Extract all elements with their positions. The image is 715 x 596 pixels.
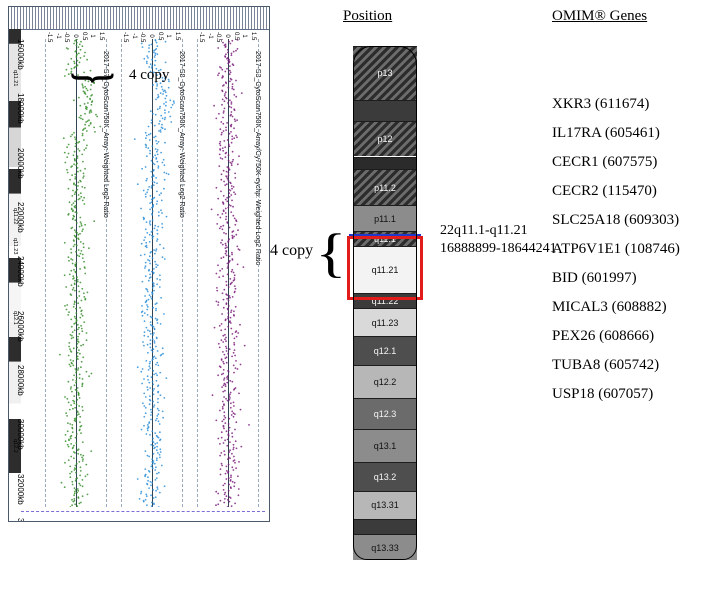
region-annotation-line2: 16888899-18644241 xyxy=(440,240,557,258)
band-blank xyxy=(353,519,417,534)
scatter-svg xyxy=(46,39,106,507)
genomic-tick: 30000kb xyxy=(16,419,25,450)
side-ideogram-label: q11.21 xyxy=(12,70,18,82)
band-q12.1: q12.1 xyxy=(353,336,417,364)
region-annotation: 22q11.1-q11.21 16888899-18644241 xyxy=(440,222,557,258)
track-3 xyxy=(197,39,259,507)
gene-entry: PEX26 (608666) xyxy=(552,329,710,344)
genomic-tick: 16000kb xyxy=(16,39,25,70)
band-label: p12 xyxy=(377,134,392,144)
band-label: q13.2 xyxy=(374,472,397,482)
band-label: p11.2 xyxy=(374,183,396,193)
four-copy-label-large: 4 copy xyxy=(270,242,313,260)
genes-panel: OMIM® Genes XKR3 (611674) IL17RA (605461)… xyxy=(552,8,710,416)
genes-heading: OMIM® Genes xyxy=(552,8,710,25)
band-label: p13 xyxy=(377,68,392,78)
dashed-bottom-line xyxy=(21,511,265,512)
band-blank xyxy=(353,100,417,121)
band-label: q11.23 xyxy=(372,318,399,328)
gene-entry: XKR3 (611674) xyxy=(552,97,710,112)
figure-stage: q11.21q11.22q11.23q12.1q12.2 16000kb1800… xyxy=(0,0,715,596)
genomic-tick: 22000kb xyxy=(16,202,25,233)
genomic-tick: 20000kb xyxy=(16,148,25,179)
band-p13: p13 xyxy=(353,46,417,100)
scatter-svg xyxy=(198,39,258,507)
region-annotation-line1: 22q11.1-q11.21 xyxy=(440,222,557,240)
band-q11.23: q11.23 xyxy=(353,308,417,336)
band-label: q13.31 xyxy=(371,500,399,510)
gene-entry: CECR2 (115470) xyxy=(552,184,710,199)
band-q13.2: q13.2 xyxy=(353,462,417,490)
gene-entry: IL17RA (605461) xyxy=(552,126,710,141)
genomic-tick: 34000kb xyxy=(16,518,25,522)
side-ideogram-label: q11.23 xyxy=(12,238,18,250)
four-copy-label-small: 4 copy xyxy=(129,67,169,84)
gene-entry: BID (601997) xyxy=(552,271,710,286)
ideogram-heading: Position xyxy=(343,8,392,25)
band-label: q12.3 xyxy=(374,409,397,419)
genes-list: XKR3 (611674) IL17RA (605461) CECR1 (60757… xyxy=(552,97,710,402)
four-copy-brace-large: { xyxy=(315,226,346,280)
band-p12: p12 xyxy=(353,121,417,157)
band-q13.1: q13.1 xyxy=(353,429,417,462)
band-q13.31: q13.31 xyxy=(353,491,417,519)
band-blank xyxy=(353,157,417,170)
gene-entry: SLC25A18 (609303) xyxy=(552,213,710,228)
band-q13.33: q13.33 xyxy=(353,534,417,560)
genomic-tick: 32000kb xyxy=(16,474,25,505)
genomic-tick: 18000kb xyxy=(16,93,25,124)
genomic-tick: 26000kb xyxy=(16,311,25,342)
ideogram-panel: Position p13p12p11.2p11.1q11.1q11.21q11.… xyxy=(335,10,435,570)
band-p11.1: p11.1 xyxy=(353,205,417,231)
track-2 xyxy=(121,39,183,507)
band-q12.2: q12.2 xyxy=(353,365,417,398)
band-label: q12.1 xyxy=(374,346,397,356)
highlight-red-box xyxy=(347,236,423,300)
band-label: p11.1 xyxy=(374,214,396,224)
scatter-top-ruler xyxy=(9,7,269,30)
genomic-tick: 28000kb xyxy=(16,365,25,396)
gene-entry: USP18 (607057) xyxy=(552,387,710,402)
track-1 xyxy=(45,39,107,507)
chromosome-body: p13p12p11.2p11.1q11.1q11.21q11.22q11.23q… xyxy=(353,46,417,560)
band-p11.2: p11.2 xyxy=(353,169,417,205)
band-label: q13.1 xyxy=(374,441,397,451)
genomic-tick: 24000kb xyxy=(16,256,25,287)
gene-entry: TUBA8 (605742) xyxy=(552,358,710,373)
band-label: q12.2 xyxy=(374,377,397,387)
scatter-svg xyxy=(122,39,182,507)
gene-entry: ATP6V1E1 (108746) xyxy=(552,242,710,257)
gene-entry: MICAL3 (608882) xyxy=(552,300,710,315)
band-q12.3: q12.3 xyxy=(353,398,417,429)
scatter-panel: q11.21q11.22q11.23q12.1q12.2 16000kb1800… xyxy=(8,6,270,522)
four-copy-brace-small: } xyxy=(64,72,122,83)
band-label: q13.33 xyxy=(371,543,399,553)
gene-entry: CECR1 (607575) xyxy=(552,155,710,170)
